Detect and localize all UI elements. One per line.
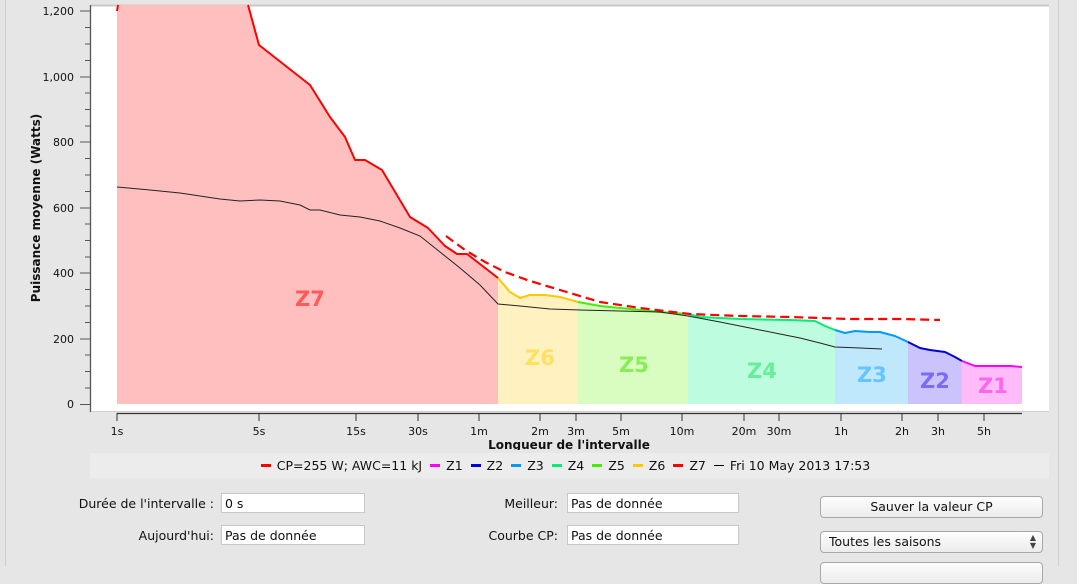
legend-item-z2: Z2 <box>470 458 504 473</box>
best-curve-z2 <box>907 341 963 362</box>
best-curve-z5 <box>577 301 689 315</box>
legend-item-z5: Z5 <box>592 458 625 473</box>
legend-label-z7: Z7 <box>689 458 706 473</box>
best-curve-z1 <box>961 360 1023 368</box>
y-tick-1000: 1,000 <box>43 71 75 84</box>
y-tick-400: 400 <box>53 267 74 280</box>
today-label: Aujourd'hui: <box>138 528 214 543</box>
legend-swatch-z4 <box>551 464 562 467</box>
zone-z3-label: Z3 <box>857 363 887 387</box>
x-tick-5s: 5s <box>253 425 266 438</box>
best-curve-z3 <box>834 329 909 343</box>
legend-swatch-z6 <box>632 464 643 467</box>
legend-item-z1: Z1 <box>430 458 463 473</box>
season-select-value: Toutes les saisons <box>829 534 942 549</box>
x-tick-3m: 3m <box>567 425 585 438</box>
legend-item-ride: Fri 10 May 2013 17:53 <box>713 458 871 473</box>
x-tick-15s: 15s <box>346 425 366 438</box>
critical-power-chart: Z7 Z6 Z5 Z4 Z3 Z2 Z1 0 200 400 600 <box>29 4 1049 450</box>
zone-z3-fill <box>835 330 908 404</box>
zone-z2-label: Z2 <box>920 369 950 393</box>
x-tick-2m: 2m <box>531 425 549 438</box>
legend-item-cp: CP=255 W; AWC=11 kJ <box>260 458 423 473</box>
legend-label-cp: CP=255 W; AWC=11 kJ <box>276 458 423 473</box>
y-axis-title: Puissance moyenne (Watts) <box>29 114 43 302</box>
zone-z4-fill <box>688 314 835 404</box>
today-field[interactable]: Pas de donnée <box>221 525 365 545</box>
x-tick-20m: 20m <box>732 425 757 438</box>
zone-z5-fill <box>578 302 688 404</box>
legend-item-z4: Z4 <box>551 458 585 473</box>
save-cp-button[interactable]: Sauver la valeur CP <box>820 496 1043 518</box>
cp-model-curve <box>445 235 941 322</box>
legend-swatch-z5 <box>592 464 603 467</box>
best-curve-z4 <box>687 313 836 331</box>
legend-label-z1: Z1 <box>446 458 463 473</box>
legend-label-z5: Z5 <box>608 458 625 473</box>
legend-swatch-z2 <box>470 464 481 467</box>
zone-z1-label: Z1 <box>978 374 1008 398</box>
y-tick-1200: 1,200 <box>43 5 75 18</box>
x-tick-1h: 1h <box>834 425 848 438</box>
zone-z5-label: Z5 <box>619 353 649 377</box>
best-curve-z7 <box>116 4 119 12</box>
x-axis: 1s 5s 15s 30s 1m 2m 3m 5m 10m 20m 30m 1h… <box>91 411 1049 450</box>
best-curve-z7-main <box>247 4 499 279</box>
x-tick-1s: 1s <box>111 425 124 438</box>
window-left-edge <box>0 0 6 566</box>
legend-swatch-z1 <box>430 464 441 467</box>
legend-swatch-ride <box>713 465 724 466</box>
x-tick-5h: 5h <box>977 425 991 438</box>
legend-item-z3: Z3 <box>511 458 544 473</box>
legend-swatch-z3 <box>511 464 522 467</box>
zone-fills <box>117 5 1022 404</box>
secondary-select-partial[interactable] <box>820 562 1043 584</box>
x-tick-5m: 5m <box>612 425 630 438</box>
x-tick-3h: 3h <box>931 425 945 438</box>
y-tick-0: 0 <box>67 398 74 411</box>
y-tick-600: 600 <box>53 202 74 215</box>
cp-curve-field[interactable]: Pas de donnée <box>567 525 739 545</box>
best-curve <box>116 4 1023 368</box>
legend-swatch-z7 <box>673 464 684 467</box>
ride-curve <box>116 186 883 350</box>
x-tick-30m: 30m <box>767 425 792 438</box>
x-tick-30s: 30s <box>408 425 428 438</box>
select-arrows-icon: ▲ ▼ <box>1029 533 1036 550</box>
x-tick-1m: 1m <box>470 425 488 438</box>
zone-z2-fill <box>908 342 962 404</box>
best-curve-z6 <box>497 277 579 303</box>
legend-label-z2: Z2 <box>486 458 504 473</box>
legend-label-ride: Fri 10 May 2013 17:53 <box>729 458 871 473</box>
chart-legend: CP=255 W; AWC=11 kJ Z1 Z2 Z3 Z4 Z5 Z6 Z7… <box>90 453 1049 478</box>
legend-label-z3: Z3 <box>527 458 544 473</box>
season-select[interactable]: Toutes les saisons ▲ ▼ <box>820 531 1043 553</box>
cp-curve-label: Courbe CP: <box>488 528 558 543</box>
legend-item-z7: Z7 <box>673 458 706 473</box>
y-axis: 0 200 400 600 800 1,000 1,200 Puissance … <box>29 5 92 412</box>
y-tick-800: 800 <box>53 136 74 149</box>
interval-duration-label: Durée de l'intervalle : <box>78 496 214 511</box>
zone-z6-label: Z6 <box>525 346 555 370</box>
best-label: Meilleur: <box>504 496 558 511</box>
y-tick-200: 200 <box>53 333 74 346</box>
legend-label-z6: Z6 <box>648 458 666 473</box>
zone-z7-label: Z7 <box>295 287 325 311</box>
legend-swatch-cp <box>260 464 271 467</box>
x-axis-title: Longueur de l'intervalle <box>488 438 650 450</box>
x-tick-10m: 10m <box>670 425 695 438</box>
zone-z1-fill <box>962 361 1022 404</box>
legend-label-z4: Z4 <box>567 458 585 473</box>
x-tick-2h: 2h <box>895 425 909 438</box>
right-panel-edge <box>1058 0 1077 566</box>
interval-duration-field[interactable]: 0 s <box>221 493 365 513</box>
zone-z4-label: Z4 <box>747 359 777 383</box>
zone-z7-fill <box>117 5 498 404</box>
legend-item-z6: Z6 <box>632 458 666 473</box>
best-field[interactable]: Pas de donnée <box>567 493 739 513</box>
